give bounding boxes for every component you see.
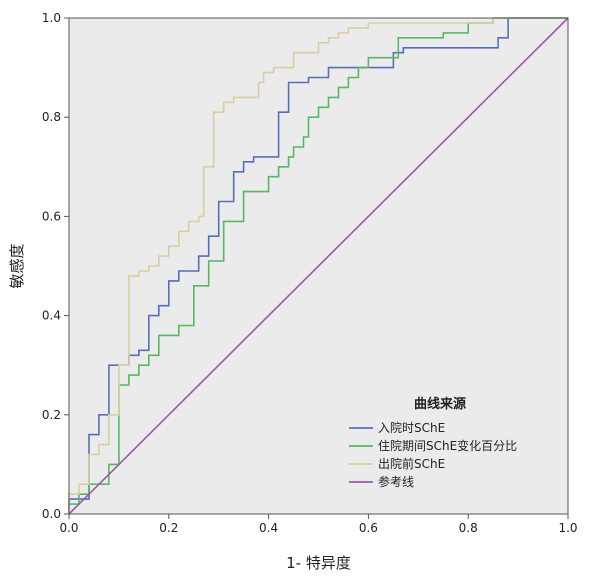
legend-label: 出院前SChE — [378, 456, 445, 471]
legend-title: 曲线来源 — [414, 396, 466, 412]
y-tick-label: 0.6 — [42, 209, 61, 223]
y-axis-title: 敏感度 — [8, 243, 26, 288]
series-line-3 — [68, 17, 568, 514]
x-tick-label: 0.8 — [459, 521, 478, 535]
x-axis-title: 1- 特异度 — [286, 554, 351, 572]
series-line-2 — [68, 17, 568, 514]
x-tick-label: 0.4 — [259, 521, 278, 535]
y-tick-label: 0.4 — [42, 309, 61, 323]
legend-background — [343, 386, 563, 494]
series-line-4 — [68, 17, 569, 515]
plot-border — [68, 17, 569, 515]
y-tick-label: 0.2 — [42, 408, 61, 422]
legend-label: 入院时SChE — [378, 421, 445, 435]
legend-label: 住院期间SChE变化百分比 — [378, 438, 517, 453]
x-tick-label: 0.6 — [359, 521, 378, 535]
x-tick-label: 0.0 — [59, 521, 78, 535]
y-tick-label: 0.0 — [42, 507, 61, 521]
legend-label: 参考线 — [378, 474, 414, 489]
y-tick-label: 0.8 — [42, 110, 61, 124]
x-tick-label: 1.0 — [558, 521, 577, 535]
x-tick-label: 0.2 — [159, 521, 178, 535]
y-tick-label: 1.0 — [42, 11, 61, 25]
